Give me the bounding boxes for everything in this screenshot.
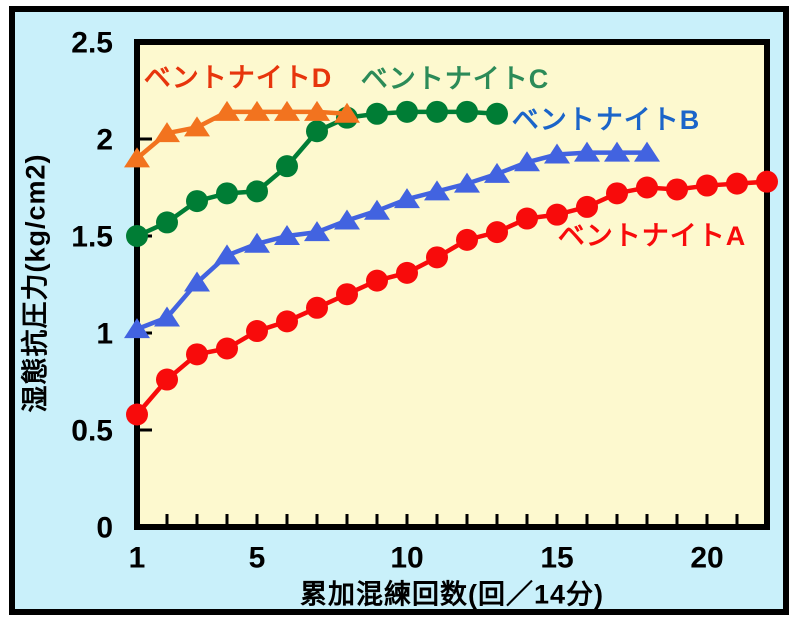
data-point-circle xyxy=(246,320,268,343)
data-point-triangle xyxy=(124,318,150,339)
data-point-triangle xyxy=(334,102,360,123)
data-point-circle xyxy=(126,225,148,247)
data-point-circle xyxy=(426,100,448,123)
data-point-circle xyxy=(486,102,508,125)
data-point-triangle xyxy=(424,180,450,201)
data-point-triangle xyxy=(364,199,390,220)
data-point-circle xyxy=(576,195,598,218)
data-point-circle xyxy=(216,337,238,360)
data-point-circle xyxy=(426,246,448,269)
data-point-circle xyxy=(516,207,538,230)
x-tick-label: 5 xyxy=(249,542,266,575)
data-point-circle xyxy=(636,176,658,199)
data-point-triangle xyxy=(514,151,540,172)
data-point-triangle xyxy=(214,244,240,265)
data-point-triangle xyxy=(604,141,630,162)
data-point-triangle xyxy=(334,209,360,230)
data-point-triangle xyxy=(574,141,600,162)
data-point-circle xyxy=(306,120,328,143)
data-point-triangle xyxy=(244,232,270,253)
x-tick-label: 15 xyxy=(540,542,573,575)
data-point-triangle xyxy=(304,221,330,242)
data-point-circle xyxy=(756,170,778,193)
data-point-triangle xyxy=(394,188,420,209)
data-point-triangle xyxy=(484,162,510,183)
data-point-circle xyxy=(216,182,238,205)
data-point-triangle xyxy=(454,172,480,193)
data-point-circle xyxy=(126,403,148,426)
data-point-circle xyxy=(366,102,388,125)
data-point-circle xyxy=(276,310,298,333)
x-tick-label: 10 xyxy=(390,542,423,575)
data-point-circle xyxy=(396,261,418,284)
data-point-circle xyxy=(456,228,478,251)
x-tick-label: 20 xyxy=(690,542,723,575)
data-point-circle xyxy=(396,100,418,123)
data-point-circle xyxy=(186,190,208,213)
x-tick-label: 1 xyxy=(129,542,146,575)
data-point-circle xyxy=(306,296,328,319)
data-point-triangle xyxy=(274,100,300,121)
data-point-triangle xyxy=(634,141,660,162)
data-point-circle xyxy=(276,155,298,178)
data-point-circle xyxy=(606,182,628,205)
data-point-circle xyxy=(156,211,178,234)
y-tick-label: 0.5 xyxy=(71,415,113,448)
series-label-2: ベントナイトC xyxy=(361,64,550,94)
y-tick-label: 1 xyxy=(96,318,113,351)
data-point-circle xyxy=(456,100,478,123)
data-point-triangle xyxy=(214,100,240,121)
data-point-triangle xyxy=(184,116,210,137)
plot-area xyxy=(134,39,770,530)
data-point-triangle xyxy=(274,225,300,245)
y-tick-label: 1.5 xyxy=(71,221,113,254)
data-point-circle xyxy=(246,180,268,203)
data-point-triangle xyxy=(124,147,150,168)
data-point-circle xyxy=(186,343,208,366)
data-point-triangle xyxy=(154,122,180,143)
data-point-triangle xyxy=(544,143,570,164)
data-point-circle xyxy=(486,221,508,244)
y-tick-label: 0 xyxy=(96,512,113,545)
data-point-circle xyxy=(546,203,568,226)
data-point-circle xyxy=(696,174,718,197)
series-line-0 xyxy=(135,179,768,416)
y-tick-label: 2.5 xyxy=(71,27,113,60)
data-point-circle xyxy=(726,172,748,195)
y-tick-label: 2 xyxy=(96,124,113,157)
x-axis-title: 累加混練回数(回／14分) xyxy=(299,579,605,610)
y-axis-title: 湿態抗圧力(kg/cm2) xyxy=(20,153,51,413)
data-point-triangle xyxy=(154,306,180,327)
data-point-triangle xyxy=(304,100,330,121)
data-point-triangle xyxy=(184,271,210,292)
series-label-1: ベントナイトB xyxy=(512,105,701,135)
data-point-circle xyxy=(366,269,388,292)
data-point-triangle xyxy=(244,100,270,121)
data-point-circle xyxy=(666,178,688,201)
series-label-0: ベントナイトA xyxy=(558,221,747,251)
data-point-circle xyxy=(336,283,358,306)
series-label-3: ベントナイトD xyxy=(144,63,333,93)
data-point-circle xyxy=(156,368,178,391)
